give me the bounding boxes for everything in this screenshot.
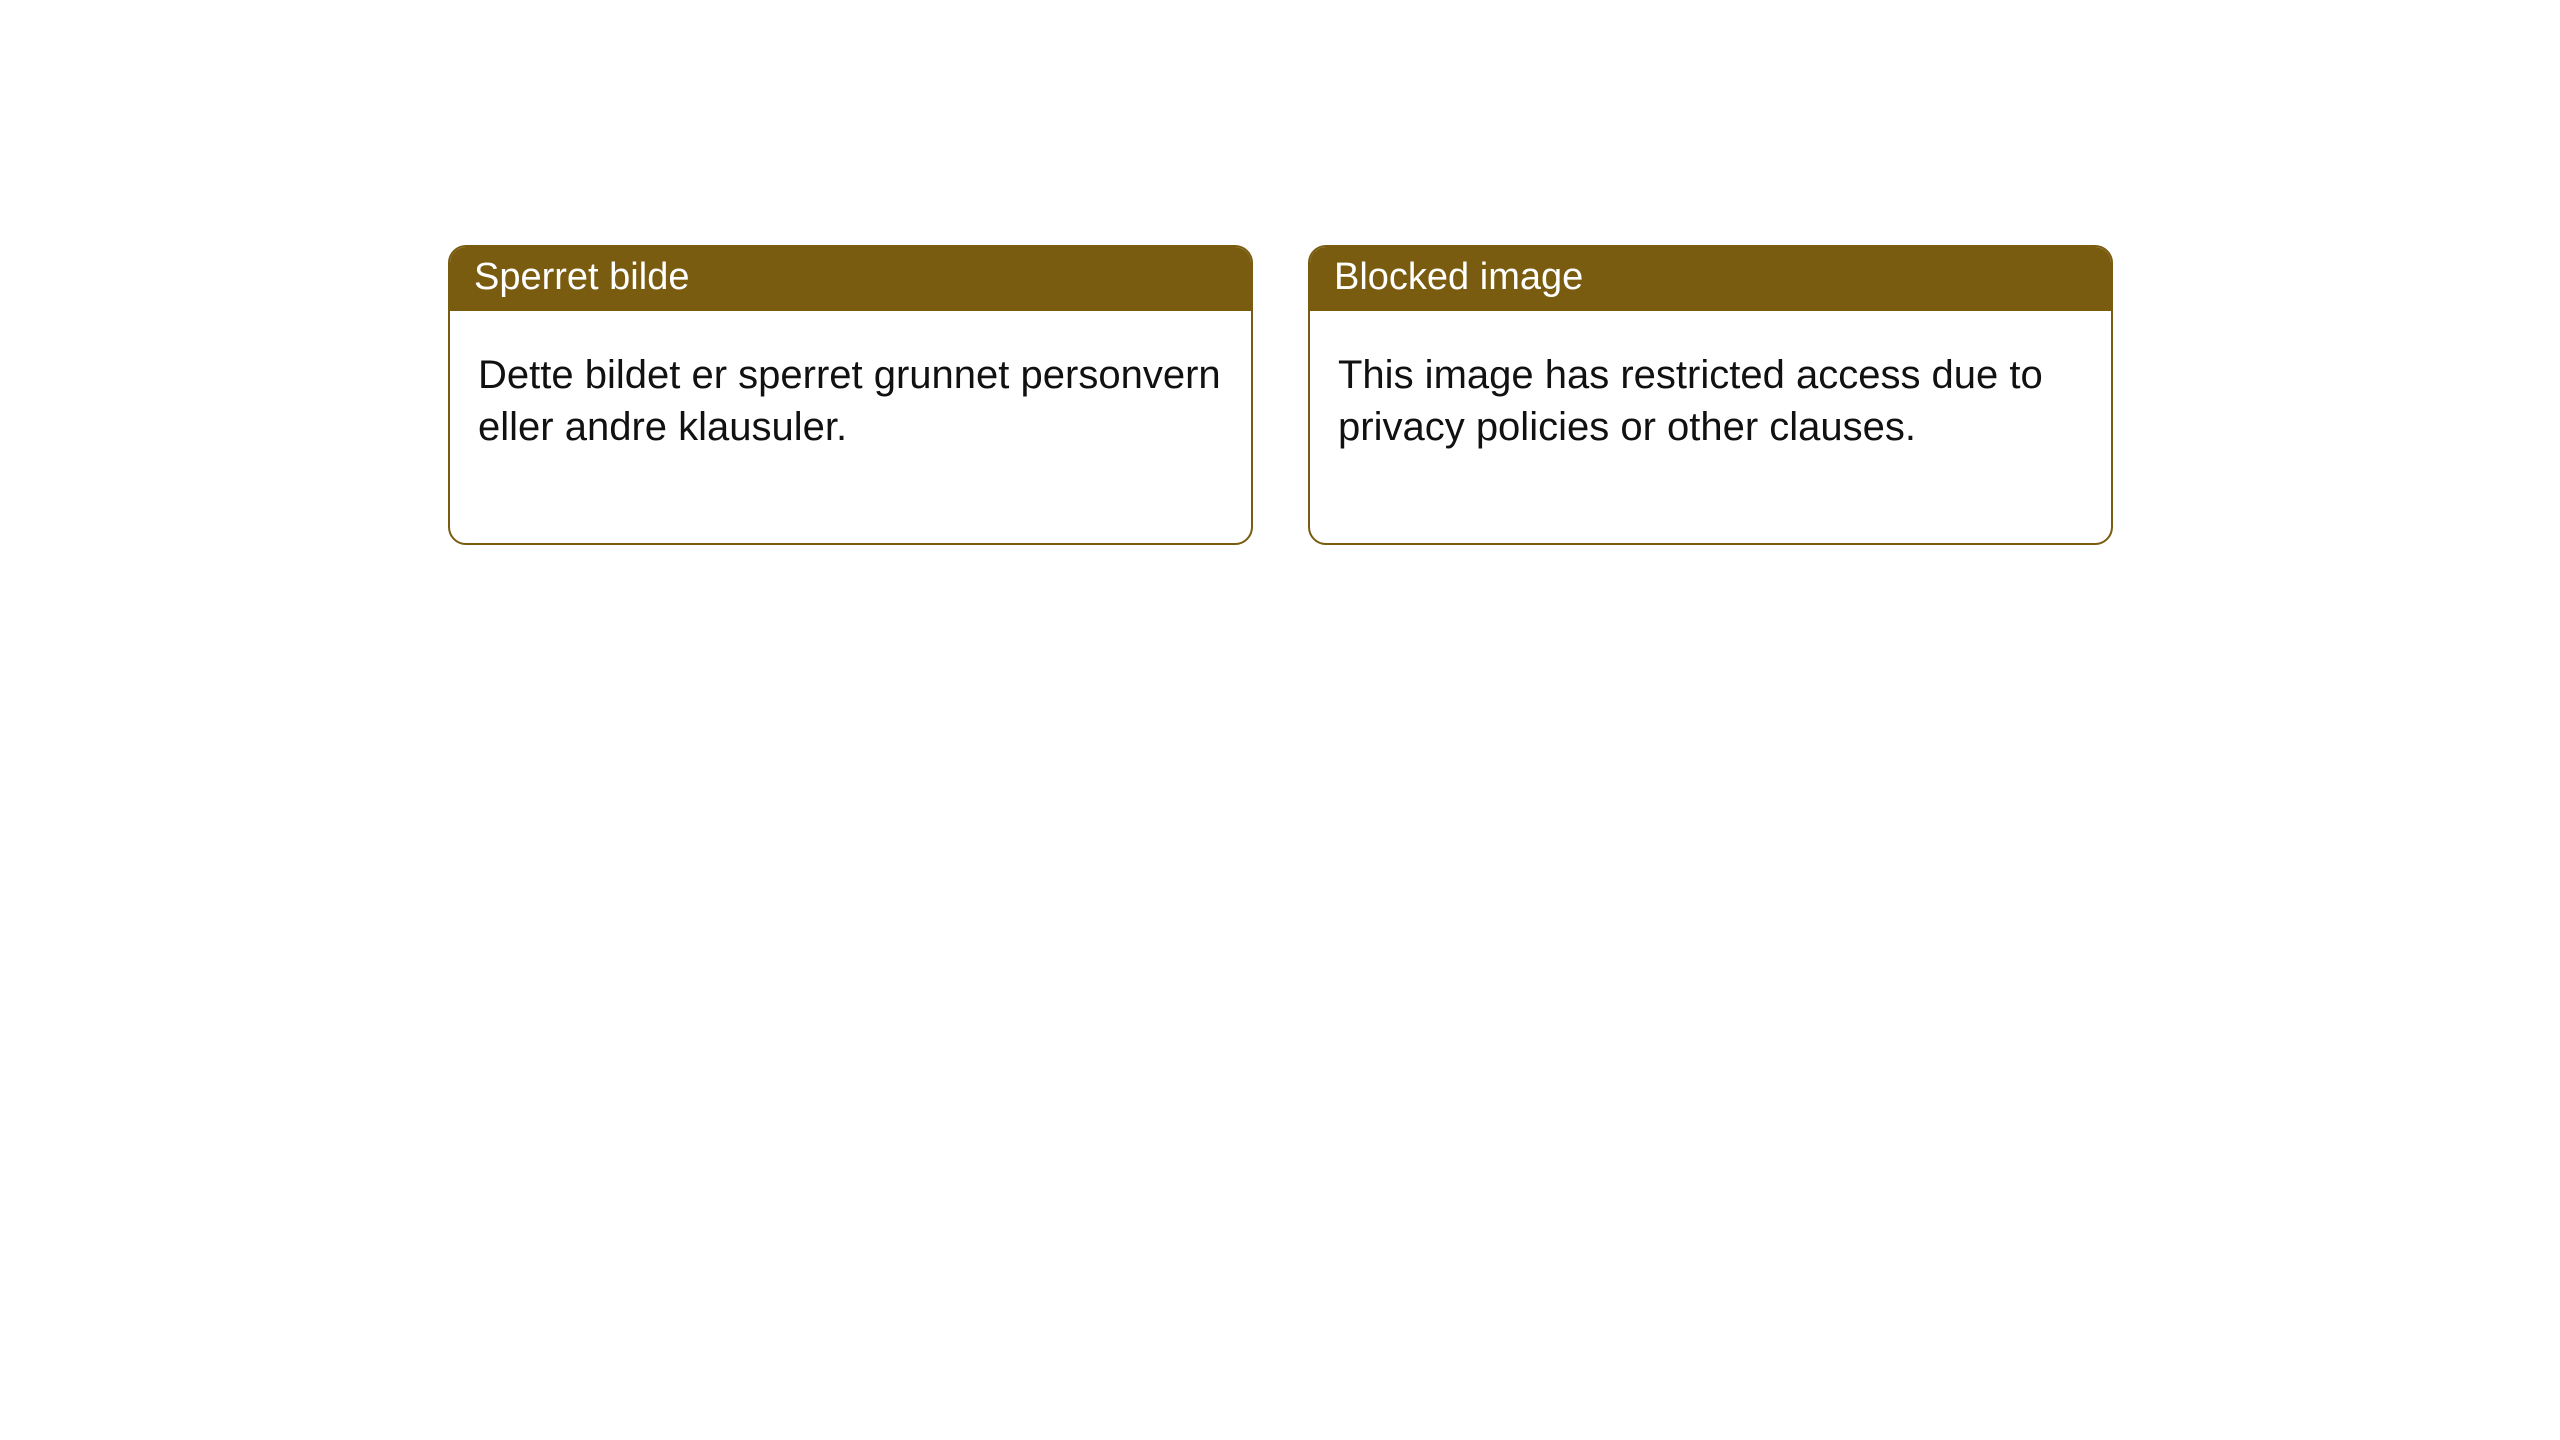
notice-container: Sperret bilde Dette bildet er sperret gr… bbox=[0, 0, 2560, 545]
notice-title-english: Blocked image bbox=[1334, 256, 1583, 298]
notice-body-english: This image has restricted access due to … bbox=[1310, 311, 2111, 543]
notice-text-norwegian: Dette bildet er sperret grunnet personve… bbox=[478, 353, 1221, 449]
notice-header-norwegian: Sperret bilde bbox=[450, 247, 1251, 311]
notice-text-english: This image has restricted access due to … bbox=[1338, 353, 2043, 449]
notice-box-norwegian: Sperret bilde Dette bildet er sperret gr… bbox=[448, 245, 1253, 545]
notice-title-norwegian: Sperret bilde bbox=[474, 256, 689, 298]
notice-body-norwegian: Dette bildet er sperret grunnet personve… bbox=[450, 311, 1251, 543]
notice-box-english: Blocked image This image has restricted … bbox=[1308, 245, 2113, 545]
notice-header-english: Blocked image bbox=[1310, 247, 2111, 311]
